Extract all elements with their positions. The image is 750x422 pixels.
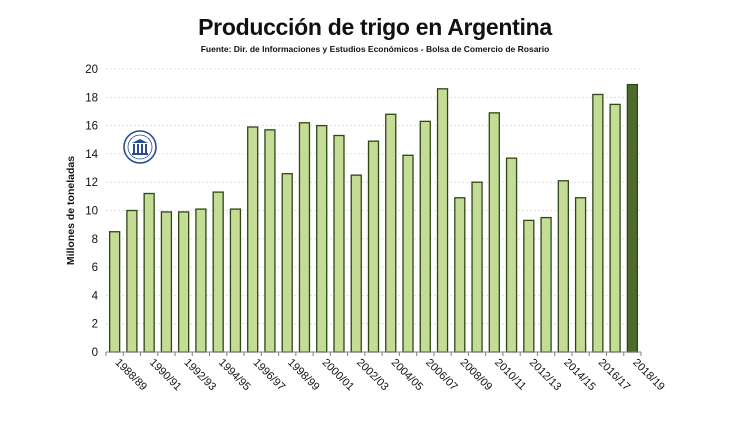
x-tick-label: 1996/97	[251, 357, 288, 394]
x-tick-label: 2016/17	[596, 357, 633, 394]
y-tick-label: 0	[92, 347, 98, 359]
x-tick-label: 2010/11	[492, 357, 528, 393]
bar-2000-01	[316, 124, 328, 353]
chart-title: Producción de trigo en Argentina	[198, 14, 552, 40]
x-tick-label: 1990/91	[147, 357, 184, 394]
bar-1989-90	[126, 209, 138, 353]
bar-1993-94	[195, 208, 207, 353]
bar-2012-13	[523, 219, 535, 353]
y-tick-label: 12	[85, 177, 98, 189]
y-axis-label: Millones de toneladas	[65, 156, 77, 265]
x-tick-label: 1988/89	[113, 357, 150, 394]
y-tick-label: 6	[92, 262, 98, 274]
bar-2013-14	[540, 216, 552, 353]
bar-1988-89	[108, 231, 121, 353]
x-tick-label: 2014/15	[561, 357, 598, 394]
bar-2005-06	[402, 154, 414, 353]
bar-1995-96	[229, 208, 242, 353]
bar-2001-02	[333, 134, 345, 353]
bar-2007-08	[436, 88, 449, 353]
x-tick-label: 2006/07	[423, 357, 460, 394]
bar-1997-98	[264, 129, 276, 353]
bar-1998-99	[281, 173, 293, 353]
bar-1996-97	[247, 126, 259, 353]
y-tick-label: 10	[85, 206, 98, 218]
bar-1991-92	[160, 211, 173, 353]
bar-1990-91	[143, 192, 155, 353]
bolsa-comercio-seal-icon	[123, 130, 157, 164]
y-tick-label: 4	[92, 290, 99, 302]
bar-2011-12	[505, 157, 518, 353]
bar-2004-05	[385, 113, 397, 353]
x-tick-label: 1994/95	[216, 357, 253, 394]
bar-2014-15	[557, 180, 569, 353]
x-tick-label: 2000/01	[320, 357, 357, 394]
bar-2006-07	[419, 120, 431, 353]
x-axis-ticks: 1988/891990/911992/931994/951996/971998/…	[105, 352, 667, 394]
bar-2016-17	[592, 93, 604, 353]
x-tick-label: 2004/05	[389, 357, 426, 394]
gridlines	[106, 68, 641, 325]
y-tick-label: 2	[92, 319, 98, 331]
bar-2003-04	[367, 140, 380, 353]
y-tick-label: 8	[92, 234, 98, 246]
y-axis-ticks: 0 2 4 6 8 10 12 14 16 18 20	[85, 64, 98, 359]
y-tick-label: 14	[85, 149, 98, 161]
bar-2015-16	[574, 197, 587, 353]
bar-1994-95	[212, 191, 224, 353]
x-tick-label: 2002/03	[354, 357, 391, 394]
y-tick-label: 20	[85, 64, 98, 76]
x-tick-label: 2012/13	[527, 357, 564, 394]
y-tick-label: 18	[85, 92, 98, 104]
bar-2002-03	[350, 174, 362, 353]
chart-subtitle: Fuente: Dir. de Informaciones y Estudios…	[200, 44, 550, 54]
bar-2009-10	[471, 181, 483, 353]
x-tick-label: 1998/99	[285, 357, 322, 394]
x-tick-label: 2008/09	[458, 357, 495, 394]
bar-1999-00	[298, 122, 311, 353]
y-tick-label: 16	[85, 121, 98, 133]
bar-2017-18	[609, 103, 621, 353]
bar-2008-09	[454, 197, 466, 353]
x-tick-label: 2018/19	[630, 357, 667, 394]
bar-1992-93	[178, 211, 190, 353]
x-tick-label: 1992/93	[182, 357, 219, 394]
bar-2018-19	[626, 83, 639, 353]
bar-2010-11	[488, 112, 500, 353]
bars	[108, 83, 639, 353]
